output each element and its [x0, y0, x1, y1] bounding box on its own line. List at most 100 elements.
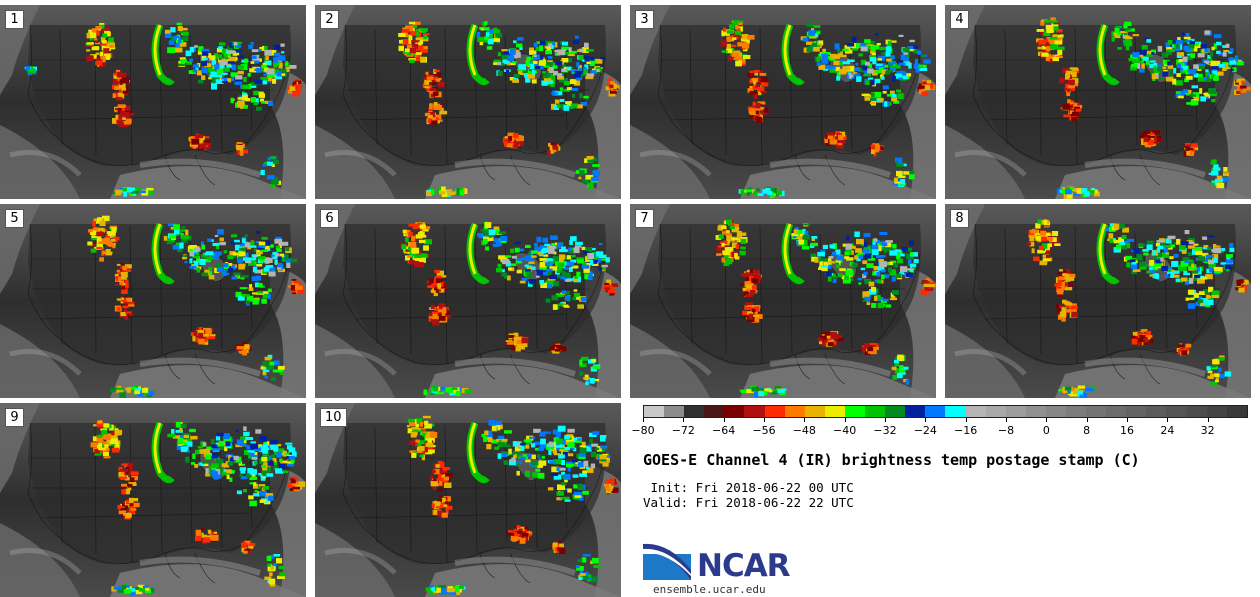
colorbar: −80 −72 −64 −56 −48 −40 −32 −24 −16 −8 0 8 16 24 32	[631, 405, 1248, 442]
ir-map-image	[0, 403, 306, 597]
panel-number-label: 6	[320, 209, 339, 228]
colorbar-tick-label: 16	[1120, 424, 1134, 437]
colorbar-tick-label: 32	[1200, 424, 1215, 437]
colorbar-tick-mark	[683, 418, 685, 422]
panel-number-label: 10	[320, 408, 347, 427]
colorbar-segment	[965, 406, 986, 417]
colorbar-tick-label: −72	[671, 424, 695, 437]
ensemble-member-panel[interactable]: 5	[0, 204, 306, 398]
panel-number-label: 7	[635, 209, 654, 228]
colorbar-segment	[1065, 406, 1087, 417]
colorbar-tick-mark	[643, 418, 644, 422]
ir-map-image	[630, 5, 936, 199]
colorbar-segment	[925, 406, 946, 417]
ensemble-member-panel[interactable]: 2	[315, 5, 621, 199]
colorbar-segment	[784, 406, 805, 417]
ensemble-member-panel[interactable]: 8	[945, 204, 1251, 398]
ensemble-member-panel[interactable]: 7	[630, 204, 936, 398]
colorbar-tick-label: −48	[792, 424, 816, 437]
ensemble-member-panel[interactable]: 9	[0, 403, 306, 597]
ir-map-image	[0, 204, 306, 398]
ir-map-image	[315, 403, 621, 597]
panel-number-label: 1	[5, 10, 24, 29]
colorbar-tick-mark	[1046, 418, 1048, 422]
ir-map-image	[315, 5, 621, 199]
colorbar-segment	[684, 406, 705, 417]
colorbar-segment	[1025, 406, 1046, 417]
ensemble-member-panel[interactable]: 10	[315, 403, 621, 597]
ensemble-member-panel[interactable]: 1	[0, 5, 306, 199]
init-time: Init: Fri 2018-06-22 00 UTC	[643, 480, 854, 495]
colorbar-tick-label: 8	[1083, 424, 1091, 437]
colorbar-segment	[1226, 406, 1247, 417]
colorbar-segment	[865, 406, 886, 417]
colorbar-tick-label: −8	[997, 424, 1015, 437]
ensemble-member-panel[interactable]: 3	[630, 5, 936, 199]
colorbar-tick-mark	[1127, 418, 1128, 422]
colorbar-segment	[1186, 406, 1207, 417]
ir-map-image	[315, 204, 621, 398]
colorbar-segment	[804, 406, 825, 417]
panel-number-label: 8	[950, 209, 969, 228]
colorbar-tick-mark	[1167, 418, 1169, 422]
colorbar-tick-mark	[965, 418, 967, 422]
ncar-logo-text: NCAR	[697, 548, 791, 584]
colorbar-tick-mark	[1086, 418, 1088, 422]
panel-number-label: 5	[5, 209, 24, 228]
colorbar-tick-mark	[723, 418, 725, 422]
site-url: ensemble.ucar.edu	[653, 583, 766, 596]
colorbar-tick-mark	[804, 418, 806, 422]
colorbar-segment	[1126, 406, 1147, 417]
ir-map-image	[630, 204, 936, 398]
panel-number-label: 3	[635, 10, 654, 29]
panel-number-label: 4	[950, 10, 969, 29]
colorbar-segment	[844, 406, 866, 417]
colorbar-tick-mark	[764, 418, 765, 422]
colorbar-tick-mark	[885, 418, 886, 422]
figure-title: GOES-E Channel 4 (IR) brightness temp po…	[643, 451, 1140, 469]
colorbar-segment	[1146, 406, 1167, 417]
colorbar-segment	[905, 406, 926, 417]
colorbar-segment	[644, 406, 665, 417]
colorbar-tick-label: −40	[833, 424, 857, 437]
colorbar-tick-label: −64	[712, 424, 736, 437]
panel-number-label: 2	[320, 10, 339, 29]
colorbar-segment	[764, 406, 785, 417]
colorbar-tick-label: 24	[1160, 424, 1175, 437]
colorbar-segment	[1005, 406, 1026, 417]
ir-map-image	[0, 5, 306, 199]
colorbar-segment	[1086, 406, 1107, 417]
colorbar-tick-label: 0	[1042, 424, 1050, 437]
colorbar-scale	[643, 405, 1248, 418]
colorbar-segment	[1045, 406, 1066, 417]
colorbar-segment	[1206, 406, 1227, 417]
valid-time: Valid: Fri 2018-06-22 22 UTC	[643, 495, 854, 510]
colorbar-segment	[885, 406, 906, 417]
colorbar-segment	[985, 406, 1006, 417]
colorbar-tick-mark	[1207, 418, 1209, 422]
colorbar-tick-label: −80	[631, 424, 655, 437]
colorbar-segment	[664, 406, 685, 417]
colorbar-tick-label: −32	[873, 424, 897, 437]
colorbar-segment	[724, 406, 745, 417]
colorbar-segment	[704, 406, 725, 417]
colorbar-tick-mark	[1006, 418, 1007, 422]
colorbar-ticks: −80 −72 −64 −56 −48 −40 −32 −24 −16 −8 0 8 16 24 32	[631, 418, 1248, 442]
colorbar-tick-mark	[844, 418, 846, 422]
colorbar-segment	[824, 406, 845, 417]
ir-map-image	[945, 204, 1251, 398]
colorbar-segment	[945, 406, 966, 417]
ensemble-member-panel[interactable]: 6	[315, 204, 621, 398]
colorbar-segment	[1166, 406, 1187, 417]
colorbar-tick-mark	[925, 418, 927, 422]
colorbar-segment	[1106, 406, 1127, 417]
colorbar-tick-label: −16	[954, 424, 978, 437]
colorbar-tick-label: −24	[913, 424, 937, 437]
colorbar-segment	[744, 406, 765, 417]
colorbar-tick-label: −56	[752, 424, 776, 437]
panel-number-label: 9	[5, 408, 24, 427]
ncar-logo: NCAR	[643, 540, 793, 584]
ensemble-member-panel[interactable]: 4	[945, 5, 1251, 199]
ir-map-image	[945, 5, 1251, 199]
